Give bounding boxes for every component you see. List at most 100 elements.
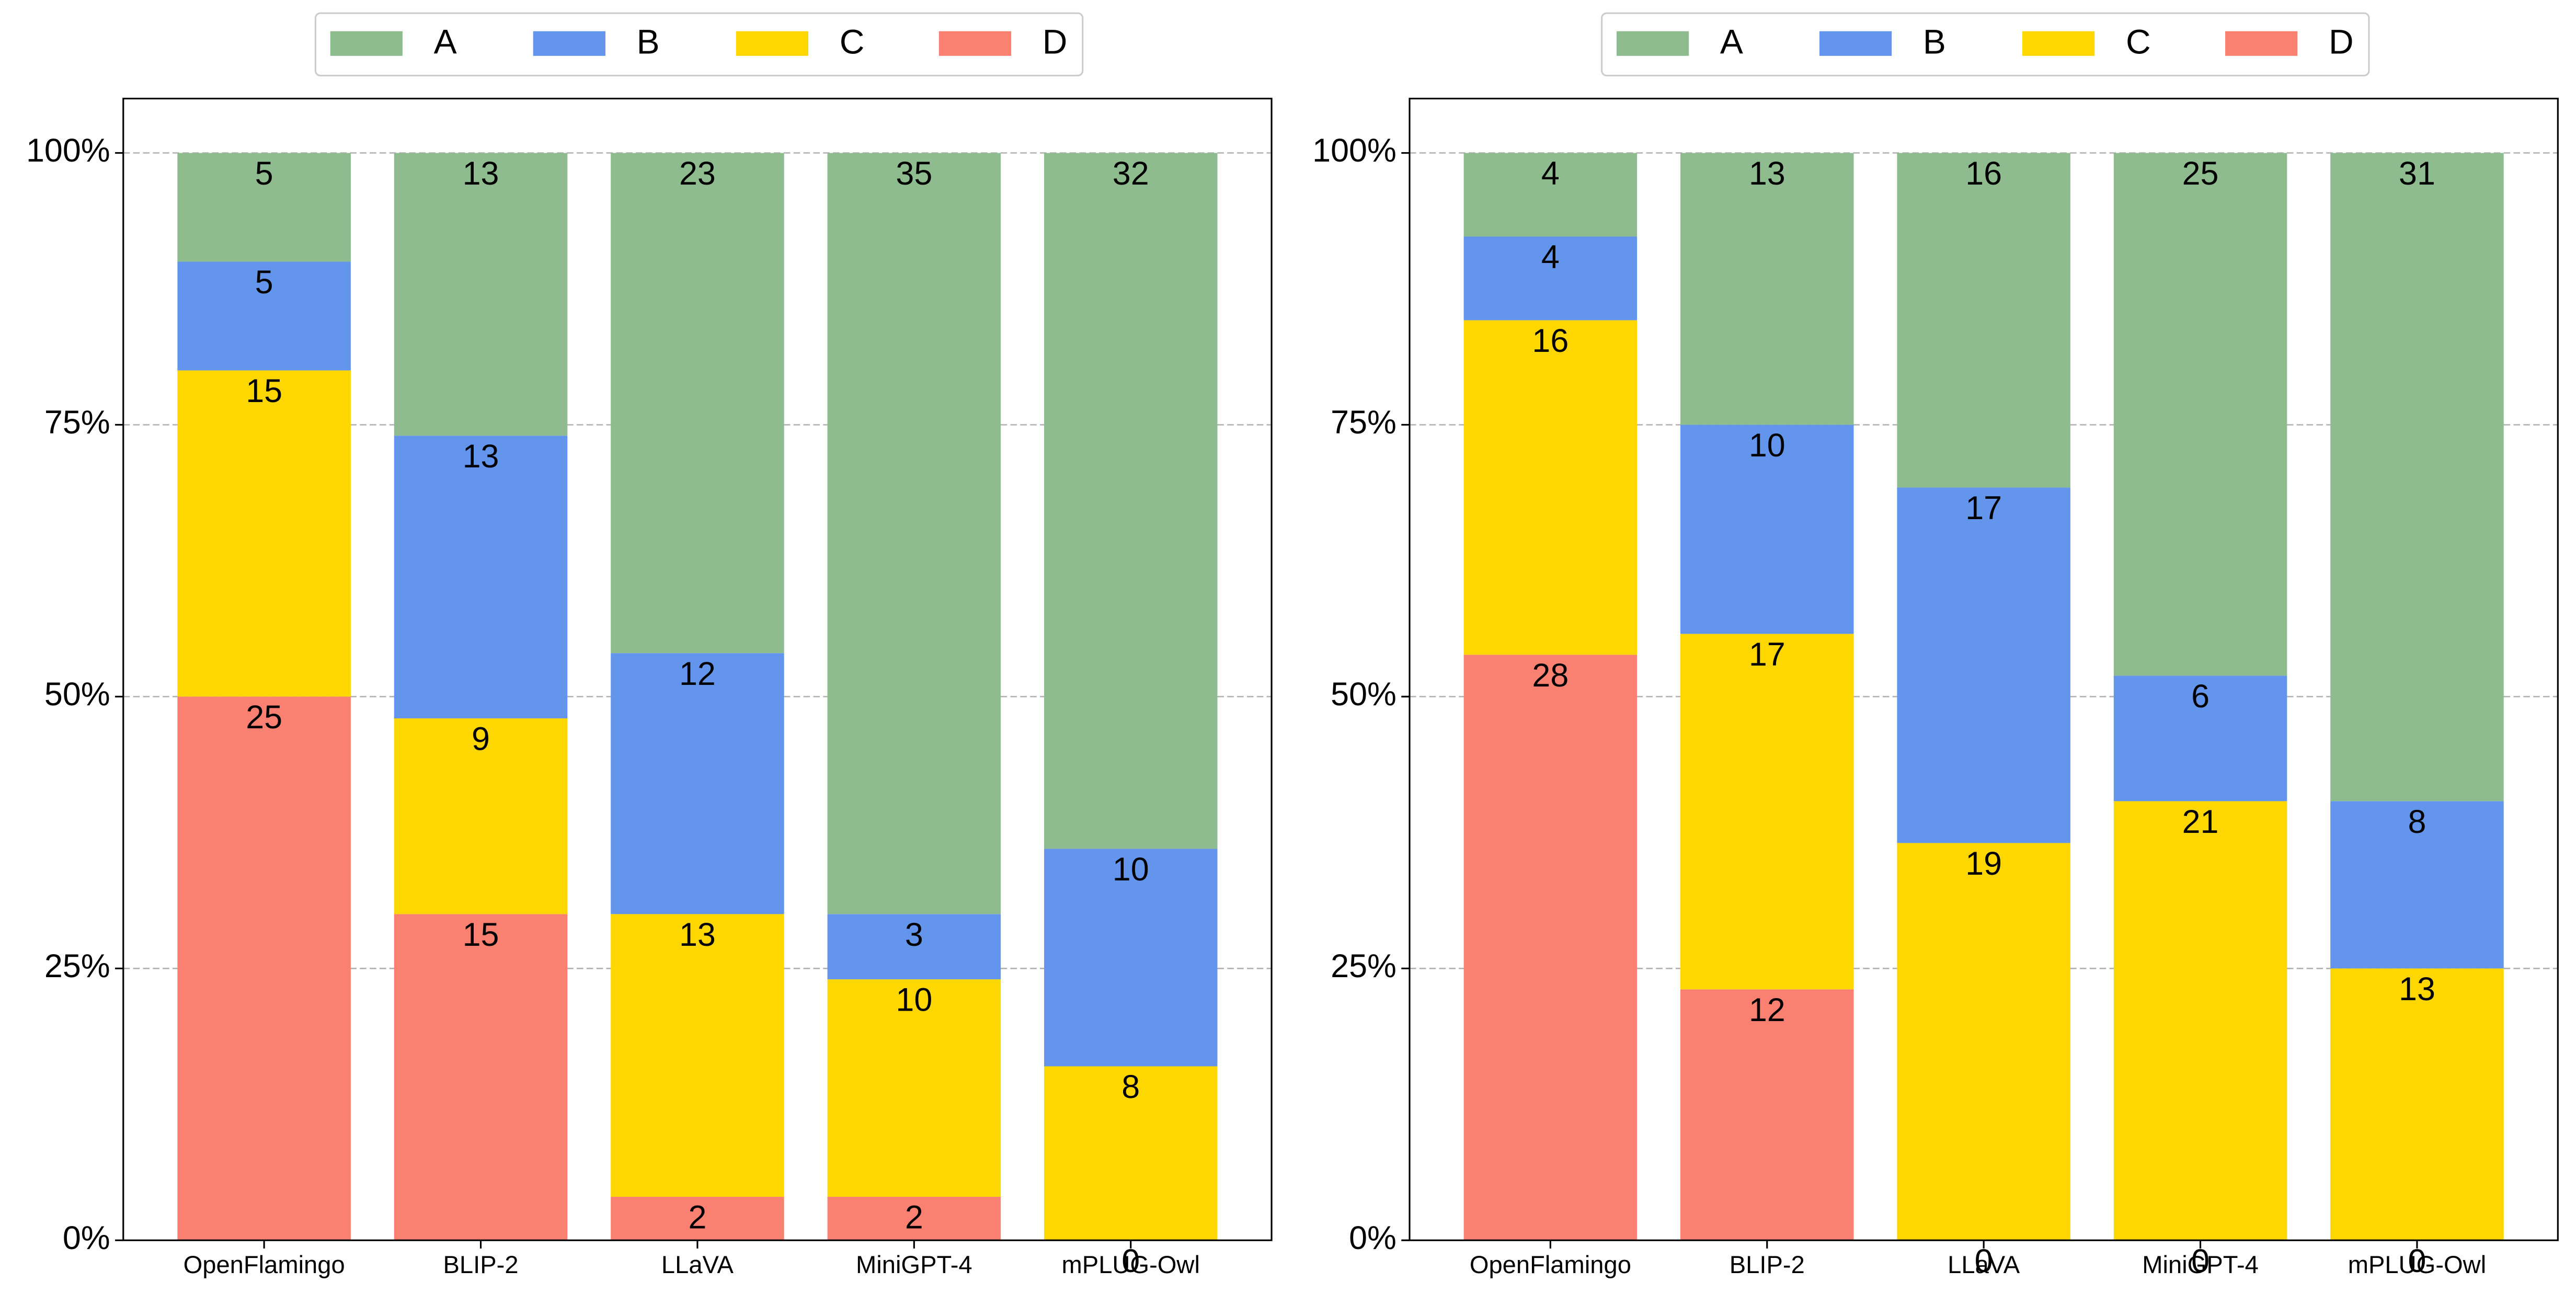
y-tick-label: 50% bbox=[44, 676, 110, 713]
value-label: 19 bbox=[1965, 845, 2002, 882]
legend-box bbox=[314, 12, 1084, 77]
legend-label: C bbox=[2126, 22, 2151, 61]
value-label: 12 bbox=[1749, 992, 1785, 1028]
value-label: 5 bbox=[255, 155, 273, 192]
bar-segment bbox=[177, 261, 351, 371]
y-tick-label: 25% bbox=[1331, 948, 1396, 984]
plot-frame bbox=[122, 97, 1273, 1241]
bar-segment bbox=[1680, 425, 1854, 634]
legend-swatch bbox=[330, 31, 403, 56]
value-label: 0 bbox=[2191, 1243, 2209, 1279]
x-tick-label: mPLUG-Owl bbox=[2348, 1251, 2486, 1278]
value-label: 2 bbox=[905, 1199, 923, 1236]
bar-segment bbox=[611, 653, 784, 914]
bar-segment bbox=[177, 370, 351, 697]
bar-segment bbox=[611, 153, 784, 654]
bar-segment bbox=[1897, 487, 2070, 843]
value-label: 10 bbox=[896, 982, 932, 1018]
y-tick-label: 100% bbox=[1312, 132, 1396, 169]
y-tick-label: 0% bbox=[1349, 1220, 1396, 1256]
bar-segment bbox=[394, 718, 568, 914]
bar-segment bbox=[177, 696, 351, 1241]
value-label: 3 bbox=[905, 917, 923, 953]
value-label: 31 bbox=[2399, 155, 2435, 192]
value-label: 8 bbox=[2408, 804, 2426, 840]
value-label: 21 bbox=[2182, 804, 2219, 840]
bar-segment bbox=[827, 153, 1001, 914]
value-label: 6 bbox=[2191, 678, 2209, 715]
y-tick-label: 75% bbox=[44, 404, 110, 441]
x-tick-label: OpenFlamingo bbox=[1470, 1251, 1631, 1278]
y-tick-label: 0% bbox=[63, 1220, 110, 1256]
bar-segment bbox=[827, 1197, 1001, 1241]
value-label: 10 bbox=[1749, 427, 1785, 464]
legend-label: B bbox=[1923, 22, 1946, 61]
value-label: 13 bbox=[463, 438, 499, 475]
value-label: 17 bbox=[1965, 490, 2002, 526]
value-label: 16 bbox=[1532, 323, 1569, 359]
legend-swatch bbox=[938, 31, 1012, 56]
value-label: 23 bbox=[679, 155, 716, 192]
bar-segment bbox=[1680, 634, 1854, 990]
x-tick-label: BLIP-2 bbox=[443, 1251, 518, 1278]
y-tick-label: 50% bbox=[1331, 676, 1396, 713]
value-label: 0 bbox=[2408, 1243, 2426, 1279]
bar-segment bbox=[1463, 153, 1638, 237]
value-label: 9 bbox=[472, 721, 490, 758]
x-tick-label: BLIP-2 bbox=[1730, 1251, 1805, 1278]
bar-segment bbox=[2113, 153, 2287, 676]
bar-segment bbox=[1680, 989, 1854, 1241]
bar-segment bbox=[394, 153, 568, 436]
value-label: 5 bbox=[255, 264, 273, 301]
bar-segment bbox=[394, 436, 568, 718]
value-label: 13 bbox=[679, 917, 716, 953]
value-label: 17 bbox=[1749, 636, 1785, 673]
bar-segment bbox=[1897, 843, 2070, 1241]
bar-segment bbox=[177, 153, 351, 262]
x-tick-label: mPLUG-Owl bbox=[1062, 1251, 1200, 1278]
bar-segment bbox=[2330, 968, 2504, 1241]
bar-segment bbox=[1463, 655, 1638, 1241]
bar-segment bbox=[2330, 801, 2504, 969]
value-label: 13 bbox=[1749, 155, 1785, 192]
bar-segment bbox=[827, 979, 1001, 1197]
bar-segment bbox=[1680, 153, 1854, 425]
bar-segment bbox=[2113, 675, 2287, 801]
x-tick-label: MiniGPT-4 bbox=[2142, 1251, 2259, 1278]
bar-segment bbox=[1044, 1066, 1218, 1241]
value-label: 4 bbox=[1541, 239, 1560, 276]
value-label: 0 bbox=[1975, 1243, 1993, 1279]
bar-segment bbox=[611, 1197, 784, 1241]
x-tick-label: MiniGPT-4 bbox=[856, 1251, 972, 1278]
legend-swatch bbox=[1819, 31, 1892, 56]
value-label: 28 bbox=[1532, 657, 1569, 694]
bar-segment bbox=[2113, 801, 2287, 1241]
bar-segment bbox=[827, 914, 1001, 980]
bar-segment bbox=[611, 914, 784, 1197]
x-tick-label: LLaVA bbox=[661, 1251, 734, 1278]
value-label: 13 bbox=[2399, 971, 2435, 1007]
bar-segment bbox=[1044, 153, 1218, 849]
x-tick-label: OpenFlamingo bbox=[184, 1251, 345, 1278]
bar-segment bbox=[1044, 849, 1218, 1067]
legend-swatch bbox=[1616, 31, 1689, 56]
legend-label: D bbox=[2329, 22, 2354, 61]
legend-box bbox=[1601, 12, 2370, 77]
legend-label: B bbox=[637, 22, 660, 61]
legend-label: D bbox=[1043, 22, 1068, 61]
value-label: 13 bbox=[463, 155, 499, 192]
legend-swatch bbox=[2022, 31, 2095, 56]
value-label: 25 bbox=[2182, 155, 2219, 192]
bar-segment bbox=[1463, 236, 1638, 320]
value-label: 2 bbox=[688, 1199, 706, 1236]
legend-label: A bbox=[1720, 22, 1743, 61]
value-label: 32 bbox=[1113, 155, 1149, 192]
legend-label: C bbox=[840, 22, 865, 61]
y-tick-label: 25% bbox=[44, 948, 110, 984]
x-tick-label: LLaVA bbox=[1948, 1251, 2020, 1278]
value-label: 16 bbox=[1965, 155, 2002, 192]
legend-swatch bbox=[736, 31, 809, 56]
y-tick-label: 100% bbox=[26, 132, 110, 169]
